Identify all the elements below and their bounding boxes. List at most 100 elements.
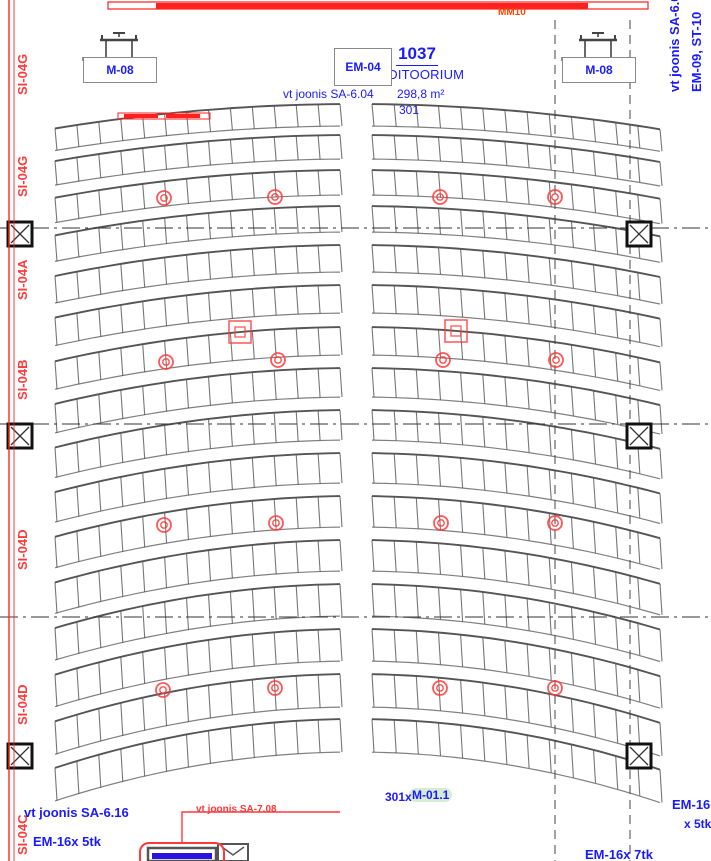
seat-divider — [371, 453, 375, 484]
fixture-marker-circle[interactable] — [547, 189, 563, 205]
fixture-marker-square[interactable] — [444, 319, 468, 343]
fixture-marker-circle[interactable] — [432, 189, 448, 205]
seat-divider — [54, 128, 58, 151]
seat-divider — [659, 161, 663, 187]
seat-row-front-rail — [371, 615, 661, 663]
seat-divider — [460, 545, 464, 577]
seat-divider — [526, 255, 530, 283]
seat-divider — [207, 376, 212, 406]
seat-divider — [229, 547, 233, 579]
seat-divider — [570, 344, 574, 373]
seat-divider — [98, 570, 102, 602]
seat-row-back-rail — [54, 673, 341, 723]
fixture-marker-circle[interactable] — [155, 682, 171, 698]
seat-divider — [120, 702, 124, 736]
seat-divider — [317, 410, 321, 441]
annotation-em16-5tk-br: EM-16 — [672, 797, 711, 812]
seat-divider — [592, 566, 597, 598]
fixture-marker-circle[interactable] — [270, 352, 286, 368]
fixture-marker-circle[interactable] — [433, 515, 449, 531]
seat-divider — [317, 453, 321, 484]
seat-divider — [460, 106, 464, 130]
fixture-marker-circle[interactable] — [435, 352, 451, 368]
fixture-marker-circle[interactable] — [156, 190, 172, 206]
seat-divider — [615, 755, 619, 790]
seat-divider — [98, 662, 102, 695]
seat-divider — [460, 501, 464, 533]
structural-column — [625, 742, 653, 770]
seat-divider — [504, 506, 508, 538]
seat-divider — [460, 209, 464, 236]
seat-row-back-rail — [371, 495, 661, 540]
fixture-marker-circle[interactable] — [158, 354, 174, 370]
seat-row-front-rail — [54, 660, 341, 708]
seat-row-back-rail — [54, 452, 341, 494]
seat-row — [54, 452, 663, 525]
equipment-box-em04[interactable]: EM-04 — [334, 48, 392, 86]
seat-divider — [295, 207, 299, 234]
seat-row-back-rail — [54, 205, 341, 237]
stage-screen-element[interactable] — [139, 842, 225, 861]
fixture-marker-circle[interactable] — [547, 680, 563, 696]
seat-divider — [371, 496, 375, 528]
seat-divider — [98, 708, 102, 742]
side-label-left-0: SI-04G — [15, 53, 30, 95]
seat-divider — [54, 317, 58, 346]
seat-row-back-rail — [371, 244, 661, 278]
equipment-box-m08-right[interactable]: M-08 — [562, 57, 636, 83]
seat-divider — [120, 656, 124, 689]
fixture-marker-circle[interactable] — [267, 680, 283, 696]
seat-divider — [393, 245, 397, 273]
seat-divider — [504, 335, 508, 364]
seat-divider — [393, 453, 397, 484]
wall-band-mm10 — [156, 3, 588, 9]
fixture-marker-circle[interactable] — [548, 352, 564, 368]
seat-divider — [207, 462, 212, 493]
fixture-marker-circle[interactable] — [432, 680, 448, 696]
seat-divider — [185, 421, 190, 452]
seat-divider — [526, 643, 530, 677]
seat-divider — [164, 382, 168, 412]
fixture-marker-circle[interactable] — [268, 515, 284, 531]
seat-divider — [339, 674, 343, 708]
seat-divider — [592, 390, 597, 420]
seat-divider — [273, 722, 277, 756]
seat-divider — [54, 627, 58, 661]
seat-divider — [659, 129, 663, 152]
seat-divider — [76, 312, 80, 342]
fixture-marker-circle[interactable] — [156, 517, 172, 533]
seat-row-front-rail — [371, 354, 661, 391]
seat-divider — [371, 584, 375, 617]
seat-divider — [371, 327, 375, 356]
seat-row-front-rail — [371, 660, 661, 709]
seat-divider — [548, 648, 552, 681]
seat-divider — [229, 416, 233, 447]
seat-divider — [460, 725, 464, 759]
seat-divider — [482, 139, 486, 164]
seat-divider — [482, 290, 486, 319]
seat-row-front-rail — [371, 396, 661, 435]
seat-divider — [164, 468, 168, 499]
wall-band-outline — [107, 1, 649, 10]
seat-divider — [142, 301, 146, 330]
equipment-box-m08-left[interactable]: M-08 — [83, 57, 157, 83]
seat-row-back-rail — [54, 134, 341, 163]
seat-divider — [460, 589, 464, 622]
seat-divider — [120, 520, 124, 552]
fixture-marker-circle[interactable] — [547, 515, 563, 531]
fixture-marker-circle[interactable] — [267, 189, 283, 205]
seat-row — [54, 409, 663, 480]
seat-divider — [251, 679, 255, 713]
seat-divider — [339, 584, 343, 617]
seat-divider — [142, 428, 146, 459]
seat-divider — [637, 125, 641, 148]
seat-divider — [317, 496, 321, 528]
seat-divider — [339, 368, 343, 398]
seat-row-back-rail — [54, 628, 341, 676]
seat-divider — [98, 308, 102, 337]
seat-divider — [570, 562, 574, 594]
seat-divider — [76, 231, 80, 258]
fixture-marker-square[interactable] — [228, 320, 252, 344]
seat-divider — [460, 457, 464, 488]
